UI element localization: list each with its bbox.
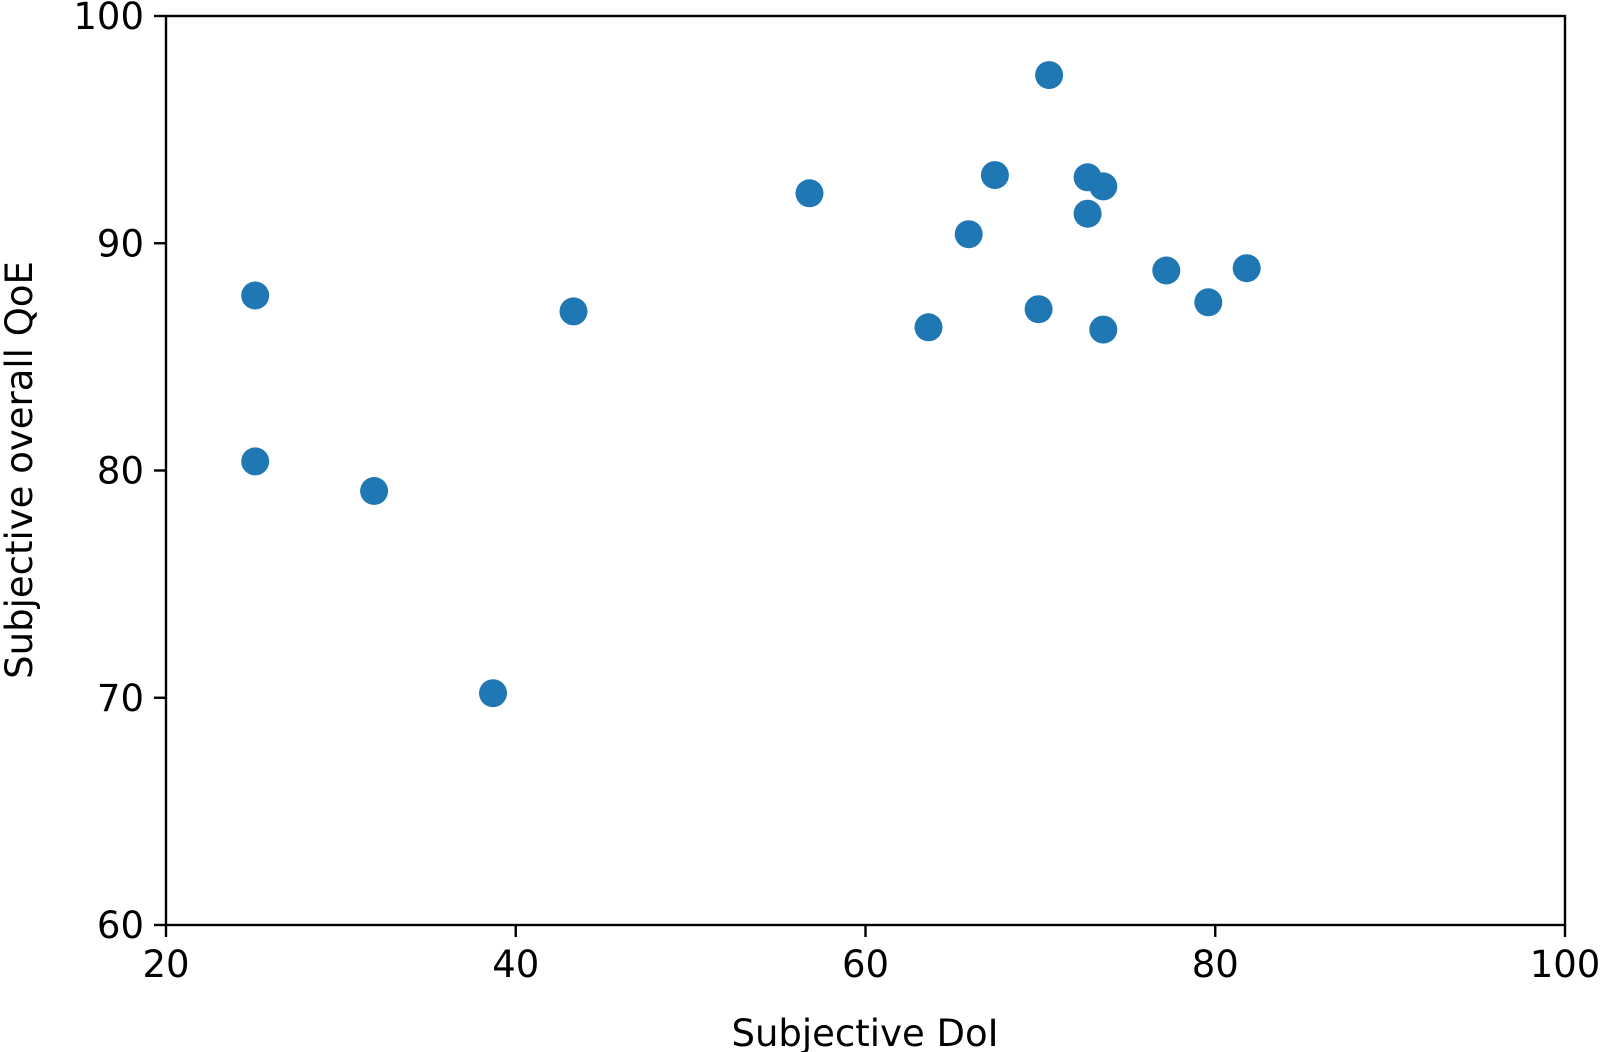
data-point-13 (1073, 199, 1102, 228)
data-point-15 (1089, 315, 1118, 344)
x-axis-label: Subjective DoI (731, 1012, 998, 1052)
plot-area (164, 14, 1567, 927)
points-layer (241, 61, 1261, 708)
data-point-8 (954, 220, 983, 249)
data-point-4 (479, 679, 507, 708)
x-tick-label: 20 (142, 943, 189, 986)
y-tick-label: 70 (97, 677, 144, 720)
data-point-3 (360, 477, 389, 505)
data-point-7 (914, 313, 943, 342)
data-point-11 (1035, 61, 1064, 90)
x-axis: 20 40 60 80 100 (142, 925, 1600, 986)
data-point-17 (1194, 288, 1223, 317)
data-point-9 (980, 161, 1009, 190)
x-tick-label: 100 (1530, 943, 1601, 986)
x-tick-label: 60 (842, 943, 889, 986)
data-point-5 (559, 297, 588, 326)
y-axis: 60 70 80 90 100 (73, 0, 166, 947)
x-tick-label: 40 (492, 943, 539, 986)
data-point-16 (1152, 256, 1181, 285)
y-axis-label: Subjective overall QoE (0, 261, 41, 679)
data-point-6 (795, 179, 824, 208)
y-tick-label: 90 (97, 222, 144, 265)
data-point-1 (241, 281, 270, 310)
data-point-14 (1089, 172, 1118, 201)
x-tick-label: 80 (1192, 943, 1239, 986)
y-tick-label: 60 (97, 904, 144, 947)
y-tick-label: 100 (73, 0, 144, 38)
data-point-18 (1232, 254, 1261, 283)
y-tick-label: 80 (97, 450, 144, 493)
data-point-2 (241, 447, 270, 476)
data-point-10 (1024, 295, 1053, 324)
